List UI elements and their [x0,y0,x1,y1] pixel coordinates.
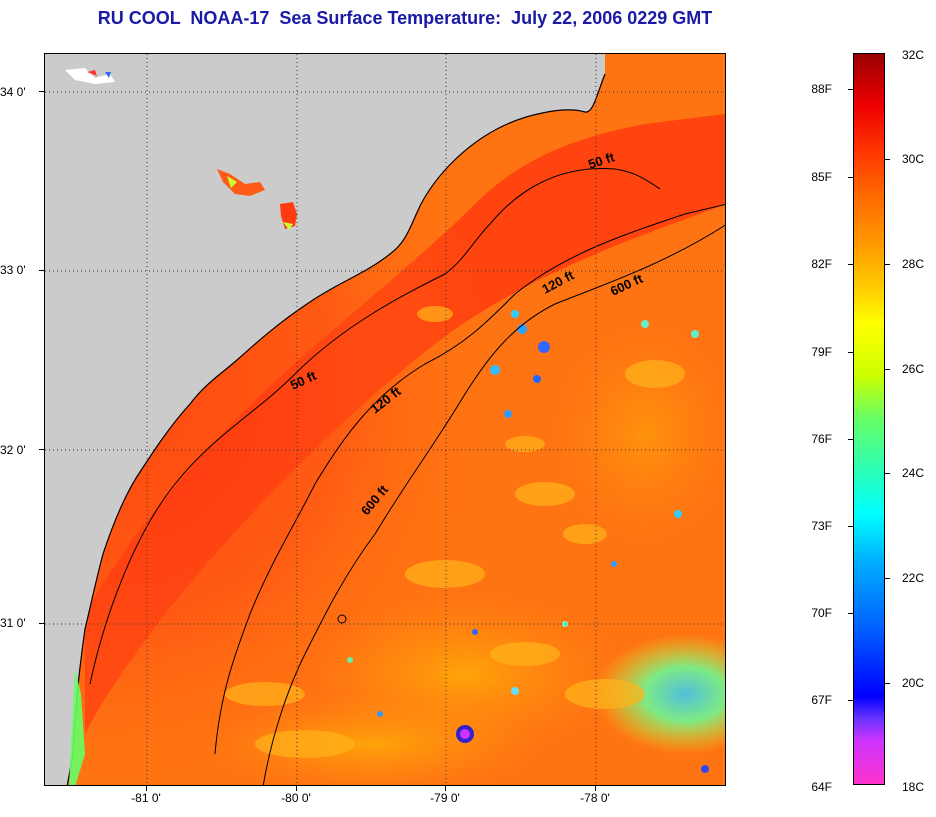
lon-label-81: -81 0' [131,791,161,805]
lat-label-33: 33 0' [0,263,26,277]
station-marker [337,614,347,624]
lat-label-32: 32 0' [0,443,26,457]
coastline [66,73,606,785]
lon-label-79: -79 0' [430,791,460,805]
colorbar-label-76f: 76F [811,432,832,446]
sst-map-svg: 50 ft 120 ft 600 ft 50 ft 120 ft 600 ft [45,54,725,785]
isobath-50ft [89,167,661,685]
colorbar-label-88f: 88F [811,82,832,96]
lat-label-31: 31 0' [0,616,26,630]
colorbar-label-22c: 22C [902,571,925,585]
land-mass [45,54,605,785]
colorbar-label-73f: 73F [811,519,832,533]
isobath-600ft [262,224,725,785]
cloud-patch-north [217,169,265,196]
lat-label-34: 34 0' [0,85,26,99]
colorbar-label-26c: 26C [902,362,925,376]
lon-label-80: -80 0' [281,791,311,805]
colorbar-label-18c: 18C [902,780,925,794]
temperature-colorbar [853,53,885,785]
sst-map[interactable]: 50 ft 120 ft 600 ft 50 ft 120 ft 600 ft [44,53,726,786]
graticule [45,54,725,785]
colorbar-label-85f: 85F [811,170,832,184]
isobath-120ft [214,203,725,755]
colorbar-label-28c: 28C [902,257,925,271]
colorbar-label-70f: 70F [811,606,832,620]
warm-speckles [225,306,685,758]
colorbar-label-24c: 24C [902,466,925,480]
map-title: RU COOL NOAA-17 Sea Surface Temperature:… [97,8,713,28]
colorbar-label-82f: 82F [811,257,832,271]
colorbar-label-64f: 64F [811,780,832,794]
colorbar-label-20c: 20C [902,676,925,690]
colorbar-label-30c: 30C [902,152,925,166]
colorbar-label-32c: 32C [902,48,925,62]
colorbar-label-67f: 67F [811,693,832,707]
lon-label-78: -78 0' [580,791,610,805]
colorbar-label-79f: 79F [811,345,832,359]
cold-spots [347,310,709,773]
